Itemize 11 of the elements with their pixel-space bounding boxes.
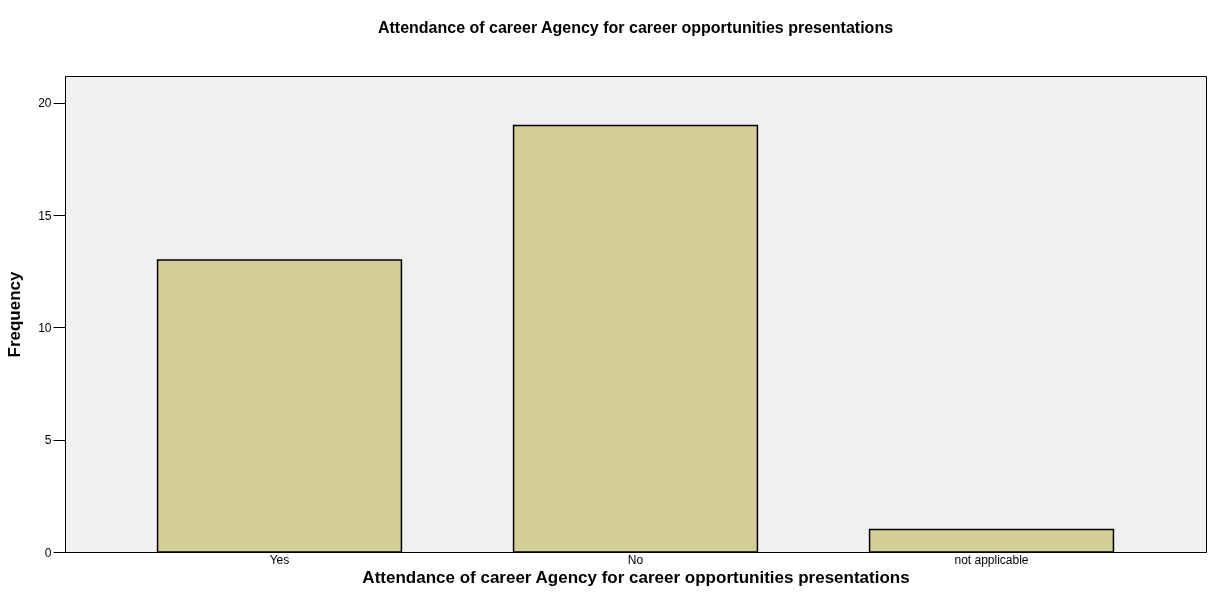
x-tick-label: No [627, 552, 644, 567]
y-tick-label: 10 [38, 320, 52, 335]
y-tick-label: 15 [38, 208, 52, 223]
chart-title: Attendance of career Agency for career opportunities presentations [377, 19, 894, 36]
x-tick-label: Yes [269, 552, 290, 567]
x-axis-title: Attendance of career Agency for career opportunities presentations [362, 567, 910, 587]
x-tick-label: not applicable [954, 552, 1029, 567]
y-tick-label: 20 [38, 96, 52, 111]
y-axis-title: Frequency [5, 270, 25, 358]
y-tick-label: 0 [44, 545, 52, 560]
y-tick-label: 5 [44, 433, 52, 448]
